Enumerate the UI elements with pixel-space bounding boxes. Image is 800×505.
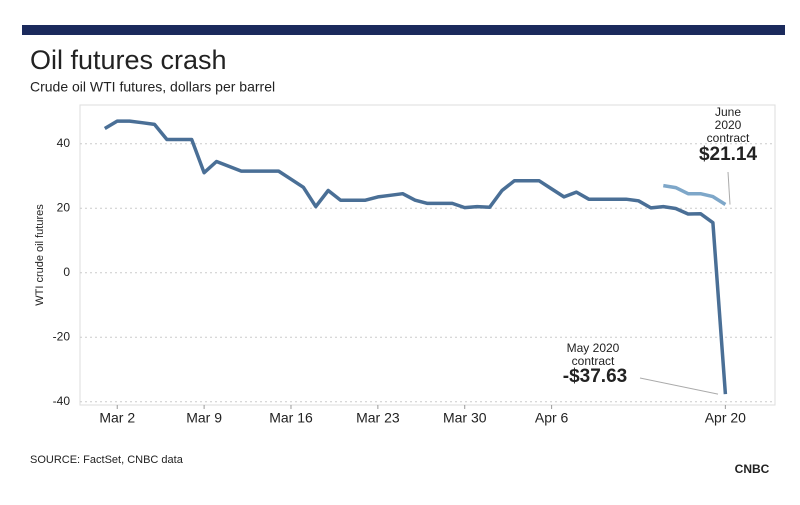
annotation-text: May 2020 contract	[567, 341, 620, 368]
x-tick-label: Mar 16	[269, 410, 313, 426]
x-tick-label: Apr 20	[705, 410, 746, 426]
annotation-text: June 2020 contract	[707, 105, 750, 145]
chart-subtitle: Crude oil WTI futures, dollars per barre…	[30, 79, 275, 95]
plot-frame	[79, 104, 776, 406]
x-tick-label: Mar 2	[99, 410, 135, 426]
x-tick-label: Mar 9	[186, 410, 222, 426]
header-bar	[22, 25, 785, 35]
y-tick-label: 40	[57, 136, 71, 150]
line	[103, 119, 728, 395]
x-tick-label: Mar 23	[356, 410, 400, 426]
x-tick-label: Apr 6	[535, 410, 569, 426]
chart-title: Oil futures crash	[30, 45, 227, 75]
y-tick-label: -20	[53, 329, 71, 343]
annotation-connector	[639, 377, 719, 395]
annotation-value: $21.14	[699, 144, 758, 165]
y-tick-label: -40	[53, 394, 71, 408]
y-tick-label: 20	[57, 200, 71, 214]
y-axis-label: WTI crude oil futures	[34, 204, 46, 306]
annotation-value: -$37.63	[563, 366, 627, 387]
y-tick-label: 0	[63, 265, 70, 279]
x-tick-label: Mar 30	[443, 410, 487, 426]
annotation-connector	[727, 171, 731, 205]
line	[663, 183, 727, 206]
source: SOURCE: FactSet, CNBC data	[30, 454, 184, 466]
logo: CNBC	[735, 462, 770, 476]
